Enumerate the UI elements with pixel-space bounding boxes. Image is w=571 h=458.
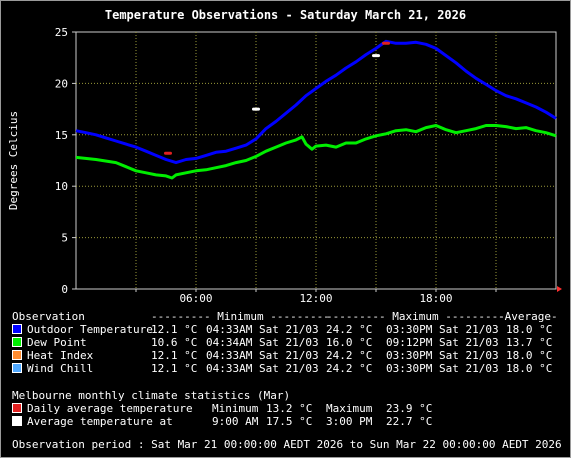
- average-at-time-2: 3:00 PM: [326, 415, 373, 428]
- legend-header-maximum: --------- Maximum ---------: [326, 310, 505, 323]
- axis-arrow: [557, 286, 562, 292]
- legend-label: Wind Chill: [27, 362, 94, 375]
- y-tick-label: 25: [55, 26, 68, 39]
- legend-avg: 18.0 °C: [506, 362, 553, 375]
- chart-title: Temperature Observations - Saturday Marc…: [104, 8, 467, 22]
- daily-average-swatch: [12, 403, 22, 413]
- average-at-label: Average temperature at: [27, 415, 173, 428]
- daily-average-max-label: Maximum: [326, 402, 373, 415]
- legend-max-val: 24.2 °C: [326, 362, 373, 375]
- legend-min-val: 12.1 °C: [151, 349, 198, 362]
- legend-min-val: 10.6 °C: [151, 336, 198, 349]
- y-tick-label: 5: [61, 232, 68, 245]
- y-axis-label: Degrees Celcius: [7, 111, 20, 210]
- average-temperature-marker: [372, 54, 380, 58]
- average-at-time-1: 9:00 AM: [212, 415, 259, 428]
- legend-swatch: [12, 350, 22, 360]
- average-at-value-1: 17.5 °C: [266, 415, 313, 428]
- legend-max-val: 16.0 °C: [326, 336, 373, 349]
- average-at-value-2: 22.7 °C: [386, 415, 433, 428]
- legend-min-val: 12.1 °C: [151, 323, 198, 336]
- legend-min-time: 04:34AM Sat 21/03: [206, 336, 319, 349]
- legend-max-time: 03:30PM Sat 21/03: [386, 349, 499, 362]
- plot-area: [75, 31, 557, 290]
- series-line-outdoor-temperature: [75, 39, 557, 165]
- y-tick-label: 0: [61, 283, 68, 296]
- average-temperature-swatch: [12, 416, 22, 426]
- daily-average-min-label: Minimum: [212, 402, 259, 415]
- legend-max-time: 03:30PM Sat 21/03: [386, 323, 499, 336]
- legend-label: Dew Point: [27, 336, 87, 349]
- daily-average-max-value: 23.9 °C: [386, 402, 433, 415]
- temperature-chart: 0 5 10 15 20 25 06:00 12:00 18:00 Degrees Celcius: [7, 26, 562, 305]
- legend-header-average: -Average-: [498, 310, 558, 323]
- observation-period: Observation period : Sat Mar 21 00:00:00…: [12, 438, 562, 451]
- climate-title: Melbourne monthly climate statistics (Ma…: [12, 389, 291, 402]
- y-tick-label: 15: [55, 129, 68, 142]
- legend-min-time: 04:33AM Sat 21/03: [206, 362, 319, 375]
- average-temperature-marker: [252, 107, 260, 111]
- x-tick-label: 12:00: [299, 292, 332, 305]
- daily-average-marker: [382, 41, 390, 45]
- legend-max-val: 24.2 °C: [326, 323, 373, 336]
- legend-min-time: 04:33AM Sat 21/03: [206, 323, 319, 336]
- grid-lines: [72, 31, 556, 292]
- legend-label: Outdoor Temperature: [27, 323, 153, 336]
- y-tick-label: 10: [55, 180, 68, 193]
- legend-min-time: 04:33AM Sat 21/03: [206, 349, 319, 362]
- legend-max-time: 09:12PM Sat 21/03: [386, 336, 499, 349]
- legend-avg: 13.7 °C: [506, 336, 553, 349]
- daily-average-marker: [164, 151, 172, 155]
- legend-swatch: [12, 363, 22, 373]
- legend-max-time: 03:30PM Sat 21/03: [386, 362, 499, 375]
- legend-avg: 18.0 °C: [506, 349, 553, 362]
- series-line-dew-point: [75, 124, 557, 180]
- legend-swatch: [12, 324, 22, 334]
- y-tick-label: 20: [55, 77, 68, 90]
- legend-header-observation: Observation: [12, 310, 85, 323]
- x-tick-label: 18:00: [419, 292, 452, 305]
- legend-header-minimum: --------- Minimum ---------: [151, 310, 330, 323]
- daily-average-min-value: 13.2 °C: [266, 402, 313, 415]
- legend-label: Heat Index: [27, 349, 94, 362]
- daily-average-label: Daily average temperature: [27, 402, 193, 415]
- x-tick-label: 06:00: [179, 292, 212, 305]
- legend-max-val: 24.2 °C: [326, 349, 373, 362]
- legend-swatch: [12, 337, 22, 347]
- legend-avg: 18.0 °C: [506, 323, 553, 336]
- legend-min-val: 12.1 °C: [151, 362, 198, 375]
